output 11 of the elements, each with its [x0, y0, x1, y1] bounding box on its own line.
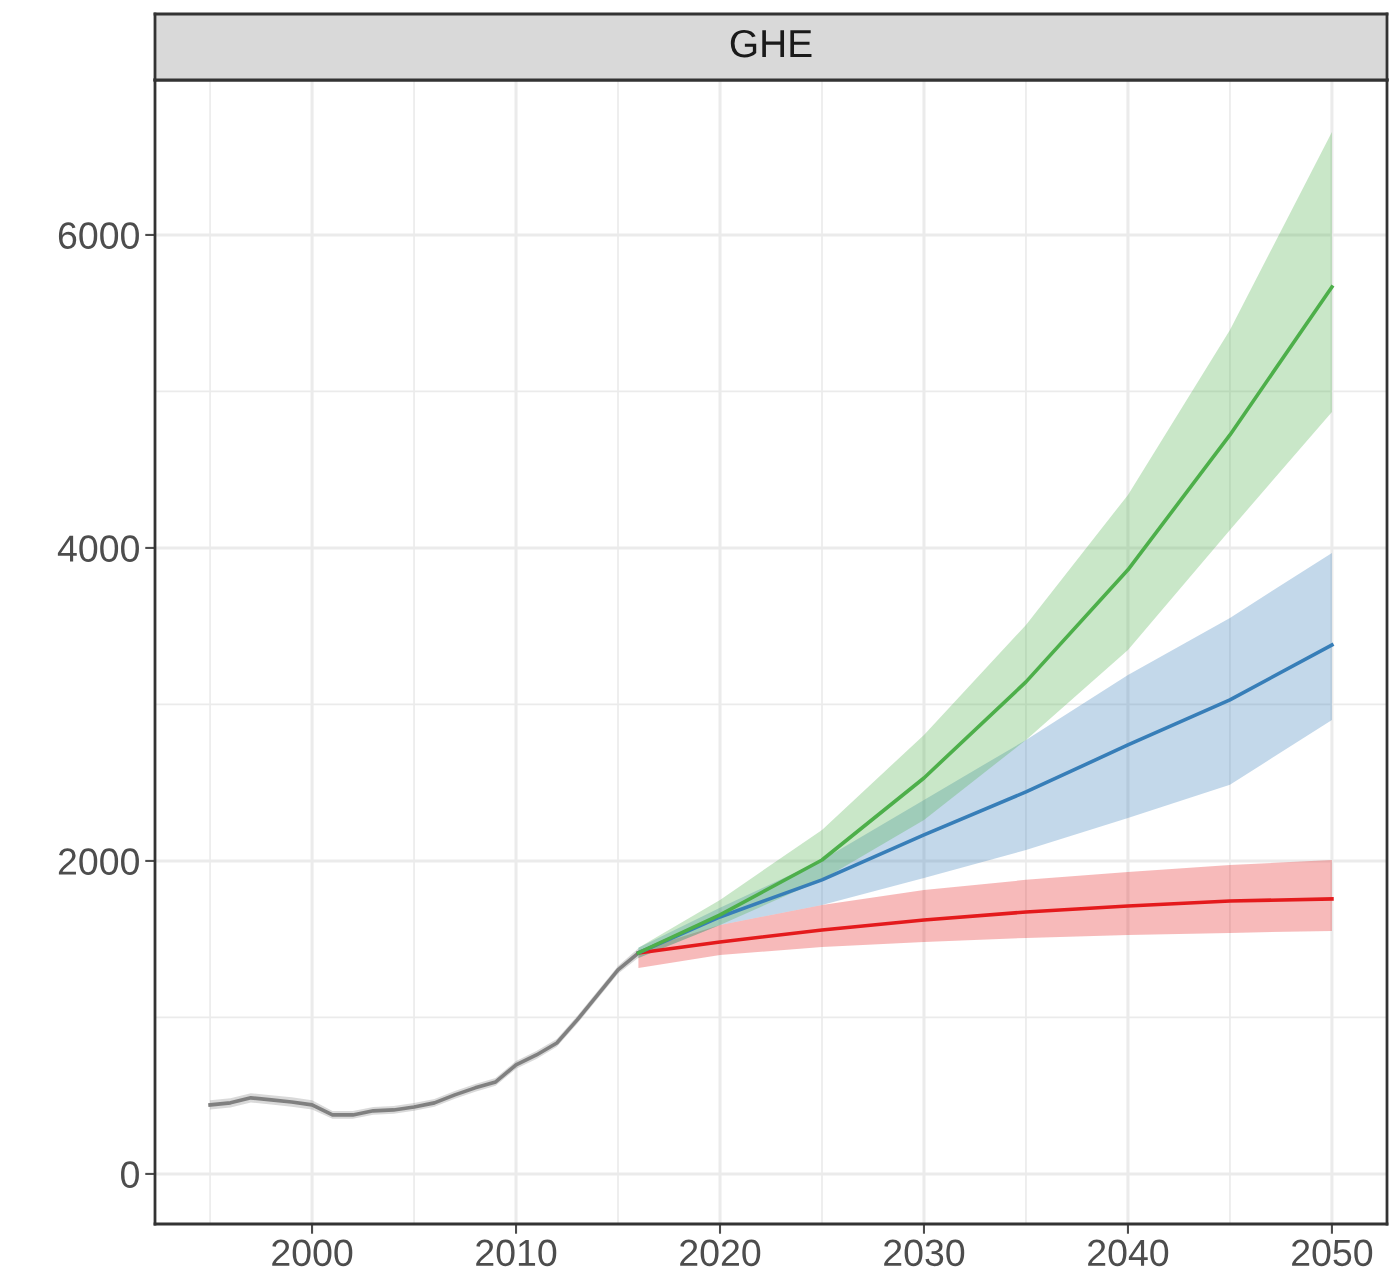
y-tick-label: 4000: [57, 535, 139, 562]
y-tick-label: 0: [121, 1161, 139, 1188]
x-tick-label: 2000: [272, 1239, 353, 1267]
x-tick-label: 2020: [680, 1239, 761, 1267]
y-tick-label: 2000: [58, 848, 139, 875]
x-tick-label: 2050: [1292, 1239, 1373, 1267]
x-tick-label: 2010: [476, 1239, 557, 1267]
x-tick-label: 2040: [1088, 1239, 1169, 1267]
y-tick-label: 6000: [58, 222, 139, 249]
chart-title: GHE: [730, 29, 812, 58]
x-tick-label: 2030: [884, 1239, 965, 1267]
